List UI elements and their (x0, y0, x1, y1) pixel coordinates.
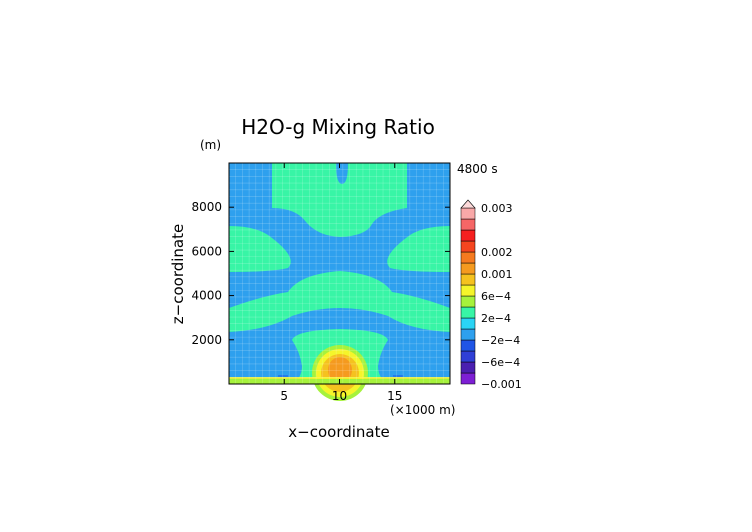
contour-middle-band (229, 271, 450, 332)
colorbar-swatch (460, 273, 476, 286)
time-label: 4800 s (457, 162, 498, 176)
chart-title: H2O-g Mixing Ratio (241, 115, 435, 139)
x-tick-label: 10 (332, 389, 347, 403)
colorbar-swatch (460, 251, 476, 264)
axis-ticks: 5 10 15 2000 4000 6000 8000 (191, 163, 450, 403)
y-tick-label: 8000 (191, 200, 222, 214)
grid-lines (229, 163, 450, 384)
x-unit-label: (×1000 m) (390, 403, 455, 417)
colorbar-swatch (460, 262, 476, 275)
colorbar-swatch (460, 295, 476, 308)
y-tick-label: 4000 (191, 289, 222, 303)
contour-left-lobe (229, 226, 291, 272)
colorbar-swatch (460, 317, 476, 330)
contour-upper-band (272, 163, 407, 237)
contour-right-lobe (387, 226, 450, 272)
colorbar-swatch (460, 328, 476, 341)
colorbar-swatch (460, 284, 476, 297)
x-tick-label: 15 (387, 389, 402, 403)
colorbar-label: −0.001 (481, 378, 522, 391)
colorbar-swatch (460, 350, 476, 363)
colorbar-label: 0.001 (481, 268, 513, 281)
colorbar-label: −2e−4 (481, 334, 520, 347)
surface-layer-top (229, 377, 450, 379)
y-tick-label: 6000 (191, 244, 222, 258)
colorbar-swatch (460, 339, 476, 352)
x-axis-label: x−coordinate (288, 423, 389, 441)
y-axis-label: z−coordinate (169, 224, 187, 324)
colorbar-swatch (460, 240, 476, 253)
plot-area: 5 10 15 2000 4000 6000 8000 (191, 162, 451, 403)
x-tick-label: 5 (280, 389, 288, 403)
y-unit-label: (m) (200, 138, 221, 152)
y-tick-label: 2000 (191, 333, 222, 347)
colorbar-swatch (460, 361, 476, 374)
colorbar-label: 2e−4 (481, 312, 511, 325)
colorbar-label: −6e−4 (481, 356, 520, 369)
colorbar-swatch (460, 207, 476, 220)
colorbar-swatch (460, 229, 476, 242)
contour-orange-core (328, 357, 352, 383)
colorbar-swatch (460, 372, 476, 385)
colorbar-swatch (460, 306, 476, 319)
colorbar-label: 6e−4 (481, 290, 511, 303)
colorbar-label: 0.003 (481, 202, 513, 215)
colorbar-label: 0.002 (481, 246, 513, 259)
colorbar-extension (460, 199, 476, 209)
colorbar: −0.001 −6e−4 −2e−4 2e−4 6e−4 0.001 0.002 0.003 (460, 199, 522, 391)
colorbar-swatch (460, 218, 476, 231)
